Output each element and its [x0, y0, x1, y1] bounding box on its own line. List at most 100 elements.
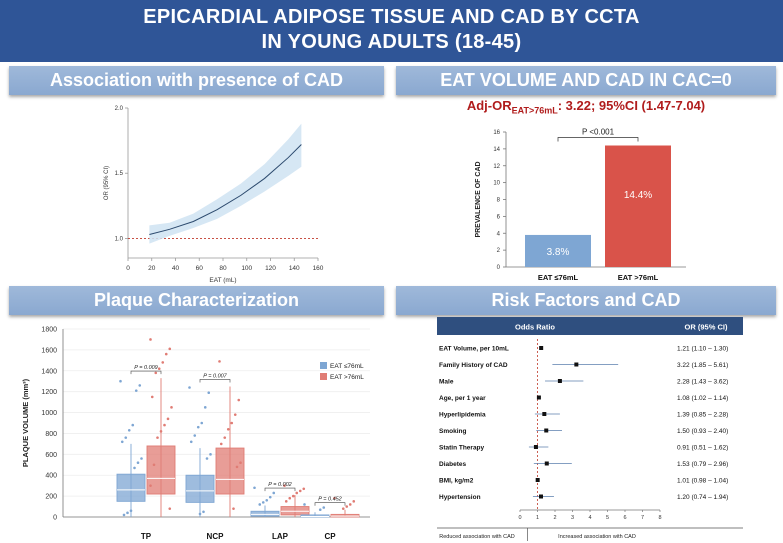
y-tick-label: 1400 [41, 368, 57, 375]
category-label: LAP [272, 532, 289, 541]
x-tick-label: 160 [313, 265, 324, 272]
y-tick-label: 1000 [41, 410, 57, 417]
x-tick-label: 5 [606, 515, 609, 521]
risk-factor-label: Smoking [439, 428, 466, 435]
legend-label: EAT ≤76mL [330, 363, 364, 370]
header-right: OR (95% CI) [685, 323, 728, 332]
box [146, 445, 176, 495]
p-value-label: P = 0.007 [203, 373, 227, 379]
or-marker [536, 395, 541, 400]
bar-value-label: 14.4% [624, 190, 652, 201]
data-point [261, 501, 265, 504]
data-point [218, 360, 221, 363]
data-point [283, 484, 286, 487]
data-point [166, 417, 170, 421]
data-point [233, 413, 237, 416]
y-tick-label: 4 [497, 231, 501, 237]
data-point [348, 503, 352, 506]
data-point [200, 421, 204, 425]
or-marker [535, 478, 540, 482]
x-tick-label: 0 [126, 265, 130, 272]
y-tick-label: 2.0 [115, 106, 124, 112]
data-point [133, 466, 136, 470]
y-tick-label: 2 [497, 248, 501, 254]
eat-panel-title: EAT VOLUME AND CAD IN CAC=0 [396, 66, 776, 95]
or-marker [557, 379, 562, 383]
adjusted-or-caption: Adj-OREAT>76mL: 3.22; 95%CI (1.47-7.04) [396, 98, 776, 116]
x-tick-label: 2 [553, 515, 556, 521]
bar-value-label: 3.8% [547, 247, 570, 258]
plaque-panel-title: Plaque Characterization [9, 286, 384, 315]
box [300, 514, 330, 518]
or-ci-text: 0.91 (0.51 – 1.62) [677, 445, 728, 452]
y-axis-label: PREVALENCE OF CAD [475, 161, 482, 237]
data-point [226, 427, 230, 431]
data-point [272, 491, 276, 495]
or-marker [539, 494, 543, 499]
y-axis-label: PLAQUE VOLUME (mm³) [21, 378, 30, 467]
data-point [295, 491, 299, 495]
box [250, 510, 280, 517]
data-point [122, 513, 126, 517]
y-tick-label: 1600 [41, 347, 57, 354]
x-tick-label: 140 [289, 265, 300, 272]
or-ci-text: 1.21 (1.10 – 1.30) [677, 346, 728, 353]
data-point [202, 510, 205, 514]
or-ci-text: 2.28 (1.43 – 3.62) [677, 379, 728, 386]
data-point [209, 453, 212, 456]
data-point [127, 429, 131, 432]
footer-left: Reduced association with CAD [439, 534, 515, 540]
significance-bracket [199, 379, 231, 383]
risk-factor-label: EAT Volume, per 10mL [439, 346, 509, 353]
y-tick-label: 400 [45, 473, 57, 480]
data-point [333, 496, 336, 500]
x-tick-label: 120 [265, 265, 276, 272]
data-point [193, 434, 197, 437]
category-label: NCP [207, 532, 225, 541]
risk-factor-label: Hyperlipidemia [439, 412, 486, 419]
data-point [124, 436, 128, 439]
data-point [253, 486, 256, 490]
significance-bracket [314, 502, 346, 506]
x-tick-label: 8 [658, 515, 661, 521]
data-point [149, 484, 152, 487]
assoc-panel-title: Association with presence of CAD [9, 66, 384, 95]
risk-forest-plot: Odds Ratio OR (95% CI) EAT Volume, per 10m… [437, 317, 743, 541]
significance-bracket [130, 370, 162, 375]
y-tick-label: 0 [497, 265, 501, 271]
or-ci-text: 1.50 (0.93 – 2.40) [677, 428, 728, 435]
data-point [140, 457, 143, 460]
data-point [318, 508, 322, 511]
y-tick-label: 200 [45, 494, 57, 501]
data-point [157, 367, 161, 370]
data-point [131, 423, 135, 427]
x-tick-label: 60 [196, 265, 204, 272]
y-tick-label: 12 [493, 164, 500, 170]
x-tick-label: 7 [641, 515, 644, 521]
legend-label: EAT >76mL [330, 374, 364, 381]
data-point [168, 347, 172, 351]
y-axis-label: OR (95% CI) [104, 166, 110, 200]
adj-or-subscript: EAT>76mL [511, 105, 558, 116]
data-point [129, 509, 133, 513]
legend-swatch [320, 373, 327, 380]
data-point [152, 463, 156, 467]
box [116, 473, 146, 502]
data-point [258, 503, 262, 506]
data-point [322, 506, 326, 509]
data-point [284, 500, 288, 503]
p-value-label: P = 0.452 [318, 497, 342, 503]
box [280, 506, 310, 516]
data-point [345, 505, 349, 508]
risk-factor-label: BMI, kg/m2 [439, 478, 474, 485]
data-point [288, 496, 292, 500]
x-tick-label: 100 [241, 265, 252, 272]
data-point [163, 423, 166, 427]
footer-right: Increased association with CAD [558, 534, 636, 540]
significance-label: P <0.001 [582, 128, 615, 137]
data-point [119, 379, 122, 383]
data-point [198, 512, 202, 516]
page-title-line-1: EPICARDIAL ADIPOSE TISSUE AND CAD BY CCT… [143, 6, 640, 28]
data-point [134, 389, 138, 392]
data-point [302, 487, 306, 491]
